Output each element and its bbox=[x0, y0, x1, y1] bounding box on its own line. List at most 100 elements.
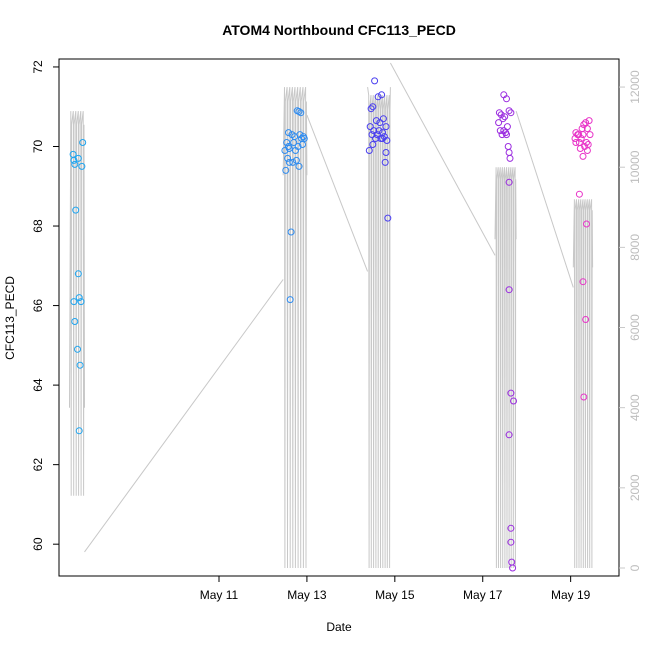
altitude-segment-3 bbox=[367, 87, 391, 569]
y2-tick-label: 10000 bbox=[628, 150, 642, 184]
data-point bbox=[495, 119, 503, 127]
y2-tick-label: 6000 bbox=[628, 314, 642, 341]
data-point bbox=[372, 117, 380, 125]
data-point bbox=[291, 133, 299, 141]
data-point bbox=[75, 427, 83, 435]
data-point bbox=[286, 296, 294, 304]
data-point bbox=[505, 431, 513, 439]
data-point bbox=[376, 119, 384, 127]
chart-title: ATOM4 Northbound CFC113_PECD bbox=[222, 22, 456, 38]
data-point bbox=[583, 125, 591, 133]
data-point bbox=[71, 160, 79, 168]
data-point bbox=[365, 147, 373, 154]
data-point bbox=[575, 190, 583, 198]
y-tick-label: 72 bbox=[31, 60, 45, 74]
data-point bbox=[367, 105, 375, 113]
data-point bbox=[505, 107, 513, 115]
data-point bbox=[503, 123, 511, 131]
data-point bbox=[507, 538, 515, 546]
altitude-transit-2 bbox=[306, 114, 369, 272]
data-point bbox=[583, 139, 590, 146]
y-axis-label: CFC113_PECD bbox=[3, 276, 17, 360]
data-points-layer bbox=[69, 77, 594, 572]
data-point bbox=[501, 113, 509, 121]
data-point bbox=[379, 115, 387, 123]
y2-tick-label: 2000 bbox=[628, 474, 642, 501]
data-point bbox=[285, 129, 292, 137]
y2-tick-label: 0 bbox=[628, 564, 642, 571]
altitude-segment-1 bbox=[69, 111, 85, 496]
y2-tick-label: 4000 bbox=[628, 394, 642, 421]
data-point bbox=[282, 166, 290, 174]
data-point bbox=[295, 162, 303, 170]
data-point bbox=[582, 316, 590, 323]
data-point bbox=[579, 152, 587, 160]
altitude-segment-5 bbox=[572, 199, 594, 569]
x-tick-label: May 13 bbox=[287, 588, 327, 602]
data-point bbox=[289, 158, 297, 166]
data-point bbox=[497, 111, 505, 119]
data-point bbox=[510, 397, 517, 405]
y2-axis: 0 2000 4000 6000 8000 10000 12000 bbox=[619, 70, 642, 571]
data-point bbox=[506, 154, 514, 162]
altitude-transit-4 bbox=[515, 110, 574, 288]
altitude-segment-2 bbox=[282, 87, 308, 569]
data-point bbox=[368, 131, 376, 139]
y-tick-label: 64 bbox=[31, 378, 45, 392]
data-point bbox=[505, 286, 513, 294]
data-point bbox=[509, 564, 517, 572]
y-tick-label: 70 bbox=[31, 139, 45, 153]
y-tick-label: 60 bbox=[31, 537, 45, 551]
altitude-transit-1 bbox=[84, 279, 284, 553]
data-point bbox=[75, 294, 83, 302]
data-point bbox=[294, 143, 302, 150]
y-axis: 60 62 64 66 68 70 72 bbox=[31, 60, 59, 551]
data-point bbox=[284, 154, 292, 162]
data-point bbox=[378, 91, 386, 99]
series-1 bbox=[69, 139, 87, 435]
altitude-transit-3 bbox=[389, 62, 496, 256]
data-point bbox=[285, 145, 293, 152]
y2-tick-label: 12000 bbox=[628, 70, 642, 104]
data-point bbox=[505, 178, 513, 186]
data-point bbox=[71, 318, 79, 325]
data-point bbox=[384, 214, 392, 222]
data-point bbox=[70, 298, 78, 306]
data-point bbox=[299, 133, 307, 141]
data-point bbox=[370, 127, 378, 135]
data-point bbox=[578, 125, 586, 133]
data-point bbox=[586, 131, 594, 139]
data-point bbox=[78, 162, 86, 170]
data-point bbox=[495, 109, 503, 117]
data-point bbox=[585, 117, 593, 125]
data-point bbox=[372, 135, 379, 142]
data-point bbox=[576, 145, 584, 152]
series-5 bbox=[571, 117, 594, 401]
x-tick-label: May 15 bbox=[375, 588, 415, 602]
series-3 bbox=[365, 77, 392, 222]
data-point bbox=[503, 95, 510, 103]
data-point bbox=[382, 123, 390, 131]
data-point bbox=[369, 103, 377, 111]
data-point bbox=[77, 298, 85, 306]
data-point bbox=[499, 115, 507, 123]
data-point bbox=[76, 361, 84, 369]
data-point bbox=[287, 228, 295, 236]
x-axis: May 11 May 13 May 15 May 17 May 19 bbox=[200, 576, 591, 602]
y-tick-label: 66 bbox=[31, 299, 45, 313]
series-4 bbox=[495, 91, 517, 572]
data-point bbox=[366, 123, 374, 131]
series-2 bbox=[281, 107, 308, 304]
data-point bbox=[79, 139, 87, 146]
data-point bbox=[580, 393, 588, 401]
data-point bbox=[371, 77, 379, 85]
altitude-segment-4 bbox=[494, 167, 517, 569]
data-point bbox=[383, 137, 391, 144]
data-point bbox=[297, 109, 305, 117]
data-point bbox=[295, 108, 303, 115]
data-point bbox=[281, 147, 289, 154]
data-point bbox=[583, 220, 590, 228]
data-point bbox=[572, 139, 580, 146]
data-point bbox=[379, 135, 386, 142]
